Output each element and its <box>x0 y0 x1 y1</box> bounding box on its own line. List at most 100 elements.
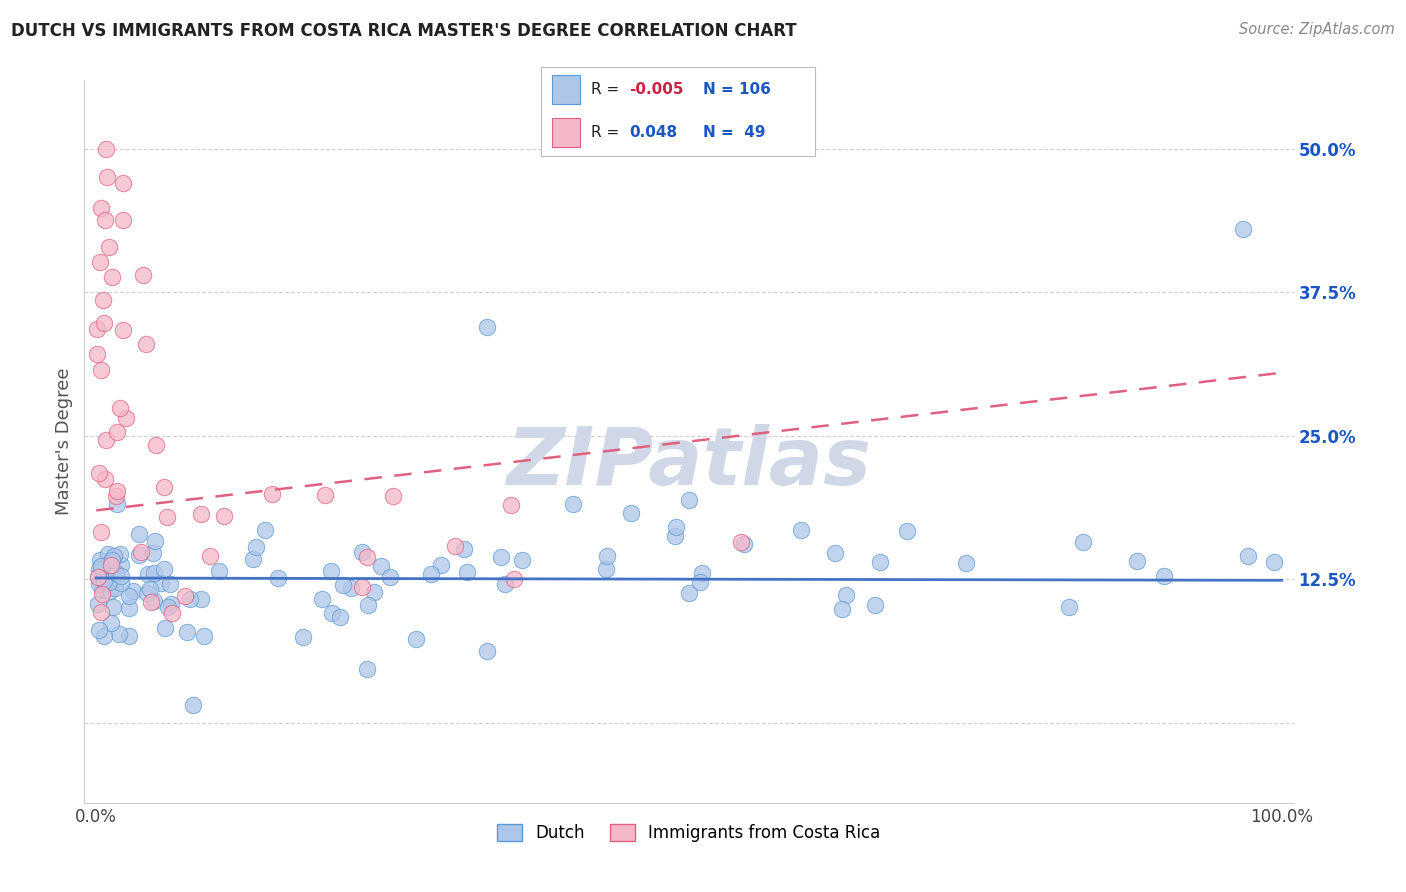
Point <box>242 552 264 566</box>
Point <box>136 586 159 600</box>
Point <box>730 534 752 549</box>
Point <box>153 621 176 635</box>
Point <box>87 598 110 612</box>
Point <box>153 562 176 576</box>
Point <box>332 577 354 591</box>
Point <box>89 254 111 268</box>
Point <box>245 541 267 555</box>
Point <box>90 605 112 619</box>
Point <box>596 549 619 563</box>
Point <box>101 600 124 615</box>
Point <box>107 497 129 511</box>
Point <box>321 606 343 620</box>
Point <box>143 594 166 608</box>
Text: 0.048: 0.048 <box>628 125 678 140</box>
Point <box>1237 549 1260 563</box>
Point <box>1126 554 1149 568</box>
Legend: Dutch, Immigrants from Costa Rica: Dutch, Immigrants from Costa Rica <box>491 817 887 848</box>
Point <box>108 548 131 562</box>
Point <box>93 574 115 589</box>
Text: R =: R = <box>591 82 624 97</box>
Y-axis label: Master's Degree: Master's Degree <box>55 368 73 516</box>
Point <box>122 584 145 599</box>
Point <box>153 480 176 494</box>
Point <box>381 489 404 503</box>
Point <box>160 606 183 620</box>
Point <box>91 583 114 598</box>
Point <box>104 490 127 504</box>
Point <box>1153 569 1175 583</box>
Point <box>456 565 478 579</box>
Point <box>93 212 115 227</box>
Point <box>329 610 352 624</box>
Point <box>128 527 150 541</box>
Point <box>135 337 157 351</box>
Text: Source: ZipAtlas.com: Source: ZipAtlas.com <box>1239 22 1395 37</box>
Point <box>157 599 180 614</box>
Point <box>173 589 195 603</box>
Point <box>90 558 112 573</box>
Point <box>254 523 277 537</box>
Point <box>128 548 150 562</box>
Point <box>363 585 385 599</box>
Point <box>87 466 110 480</box>
Point <box>193 629 215 643</box>
Point <box>100 552 122 566</box>
Point <box>110 558 132 572</box>
Point <box>112 176 135 190</box>
Point <box>200 549 222 563</box>
Point <box>87 570 110 584</box>
Point <box>824 546 846 560</box>
Point <box>98 584 121 599</box>
Point <box>94 142 117 156</box>
Point <box>665 519 688 533</box>
Point <box>835 588 858 602</box>
Point <box>207 564 229 578</box>
Point <box>444 539 467 553</box>
Point <box>156 510 179 524</box>
Point <box>100 558 122 573</box>
Point <box>104 581 127 595</box>
Point <box>352 545 374 559</box>
Point <box>321 564 343 578</box>
Point <box>179 592 201 607</box>
Point <box>664 529 686 543</box>
Point <box>350 580 373 594</box>
Point <box>863 598 886 612</box>
Point <box>89 553 111 567</box>
Point <box>87 577 110 591</box>
Point <box>132 268 155 282</box>
Point <box>477 319 499 334</box>
Point <box>118 589 141 603</box>
Point <box>314 488 336 502</box>
Point <box>356 549 378 564</box>
Text: N = 106: N = 106 <box>703 82 770 97</box>
Point <box>91 293 114 308</box>
Point <box>98 239 121 253</box>
Point <box>1073 535 1095 549</box>
Point <box>86 347 108 361</box>
Bar <box>553 75 579 104</box>
Point <box>378 570 401 584</box>
Point <box>136 566 159 581</box>
Point <box>831 602 853 616</box>
Point <box>262 487 284 501</box>
Point <box>357 598 380 612</box>
Point <box>86 322 108 336</box>
Point <box>111 212 134 227</box>
Bar <box>553 118 579 147</box>
Point <box>690 566 713 581</box>
Point <box>90 363 112 377</box>
Point <box>100 554 122 568</box>
Point <box>143 534 166 549</box>
Point <box>430 558 453 573</box>
Point <box>105 425 128 440</box>
Point <box>733 537 755 551</box>
Point <box>419 566 441 581</box>
Point <box>142 566 165 581</box>
Point <box>292 630 315 644</box>
Point <box>90 201 112 215</box>
Point <box>100 269 122 284</box>
Point <box>87 570 110 584</box>
Point <box>212 508 235 523</box>
